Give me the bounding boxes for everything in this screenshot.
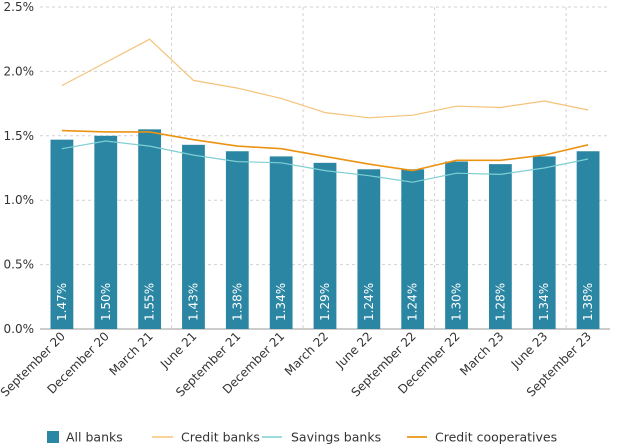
bar: [50, 139, 74, 329]
legend-swatch: [47, 431, 59, 443]
legend-label: Credit banks: [181, 430, 260, 445]
bar-data-label: 1.24%: [362, 283, 376, 321]
bar-data-label: 1.55%: [143, 283, 157, 321]
bar: [357, 169, 381, 329]
x-tick-label: June 21: [157, 329, 200, 372]
y-tick-label: 0.0%: [4, 322, 35, 336]
bar: [401, 169, 425, 329]
x-tick-label: June 23: [508, 329, 551, 372]
bar: [269, 156, 293, 329]
bar: [94, 135, 118, 329]
bar-data-label: 1.43%: [186, 283, 200, 321]
bar-data-label: 1.34%: [537, 283, 551, 321]
bar-data-label: 1.50%: [99, 283, 113, 321]
bar: [576, 151, 600, 329]
bar-data-label: 1.34%: [274, 283, 288, 321]
legend-label: Savings banks: [291, 430, 381, 445]
bar-data-label: 1.29%: [318, 283, 332, 321]
lines: [61, 38, 589, 183]
bar: [488, 164, 512, 329]
legend-label: Credit cooperatives: [435, 430, 557, 445]
y-tick-label: 2.5%: [4, 0, 35, 14]
y-tick-label: 1.5%: [4, 129, 35, 143]
series-line: [61, 38, 589, 119]
bar-data-label: 1.24%: [406, 283, 420, 321]
bar: [313, 162, 337, 329]
bar-data-label: 1.38%: [581, 283, 595, 321]
series-line: [61, 129, 589, 172]
bar-labels: 1.47% 1.50% 1.55% 1.43% 1.38% 1.34% 1.29% 1.24%…: [55, 283, 595, 321]
x-tick-label: March 23: [457, 329, 506, 378]
y-tick-label: 1.0%: [4, 193, 35, 207]
x-tick-label: June 22: [332, 329, 375, 372]
y-tick-label: 0.5%: [4, 258, 35, 272]
bar-data-label: 1.47%: [55, 283, 69, 321]
legend-label: All banks: [66, 430, 123, 445]
bars: [50, 129, 600, 329]
legend: All banks Credit banks Savings banks Credit…: [47, 430, 557, 445]
bar-data-label: 1.30%: [450, 283, 464, 321]
y-tick-label: 2.0%: [4, 64, 35, 78]
bar-data-label: 1.38%: [230, 283, 244, 321]
bar: [445, 161, 468, 329]
series-line: [61, 140, 589, 183]
bar-data-label: 1.28%: [493, 283, 507, 321]
bar: [225, 151, 249, 329]
bar: [532, 156, 556, 329]
y-axis-ticks: 0.0% 0.5% 1.0% 1.5% 2.0% 2.5%: [4, 0, 35, 336]
x-tick-label: March 21: [106, 329, 155, 378]
x-tick-label: March 22: [282, 329, 331, 378]
bar: [138, 129, 162, 329]
bar: [182, 144, 205, 329]
